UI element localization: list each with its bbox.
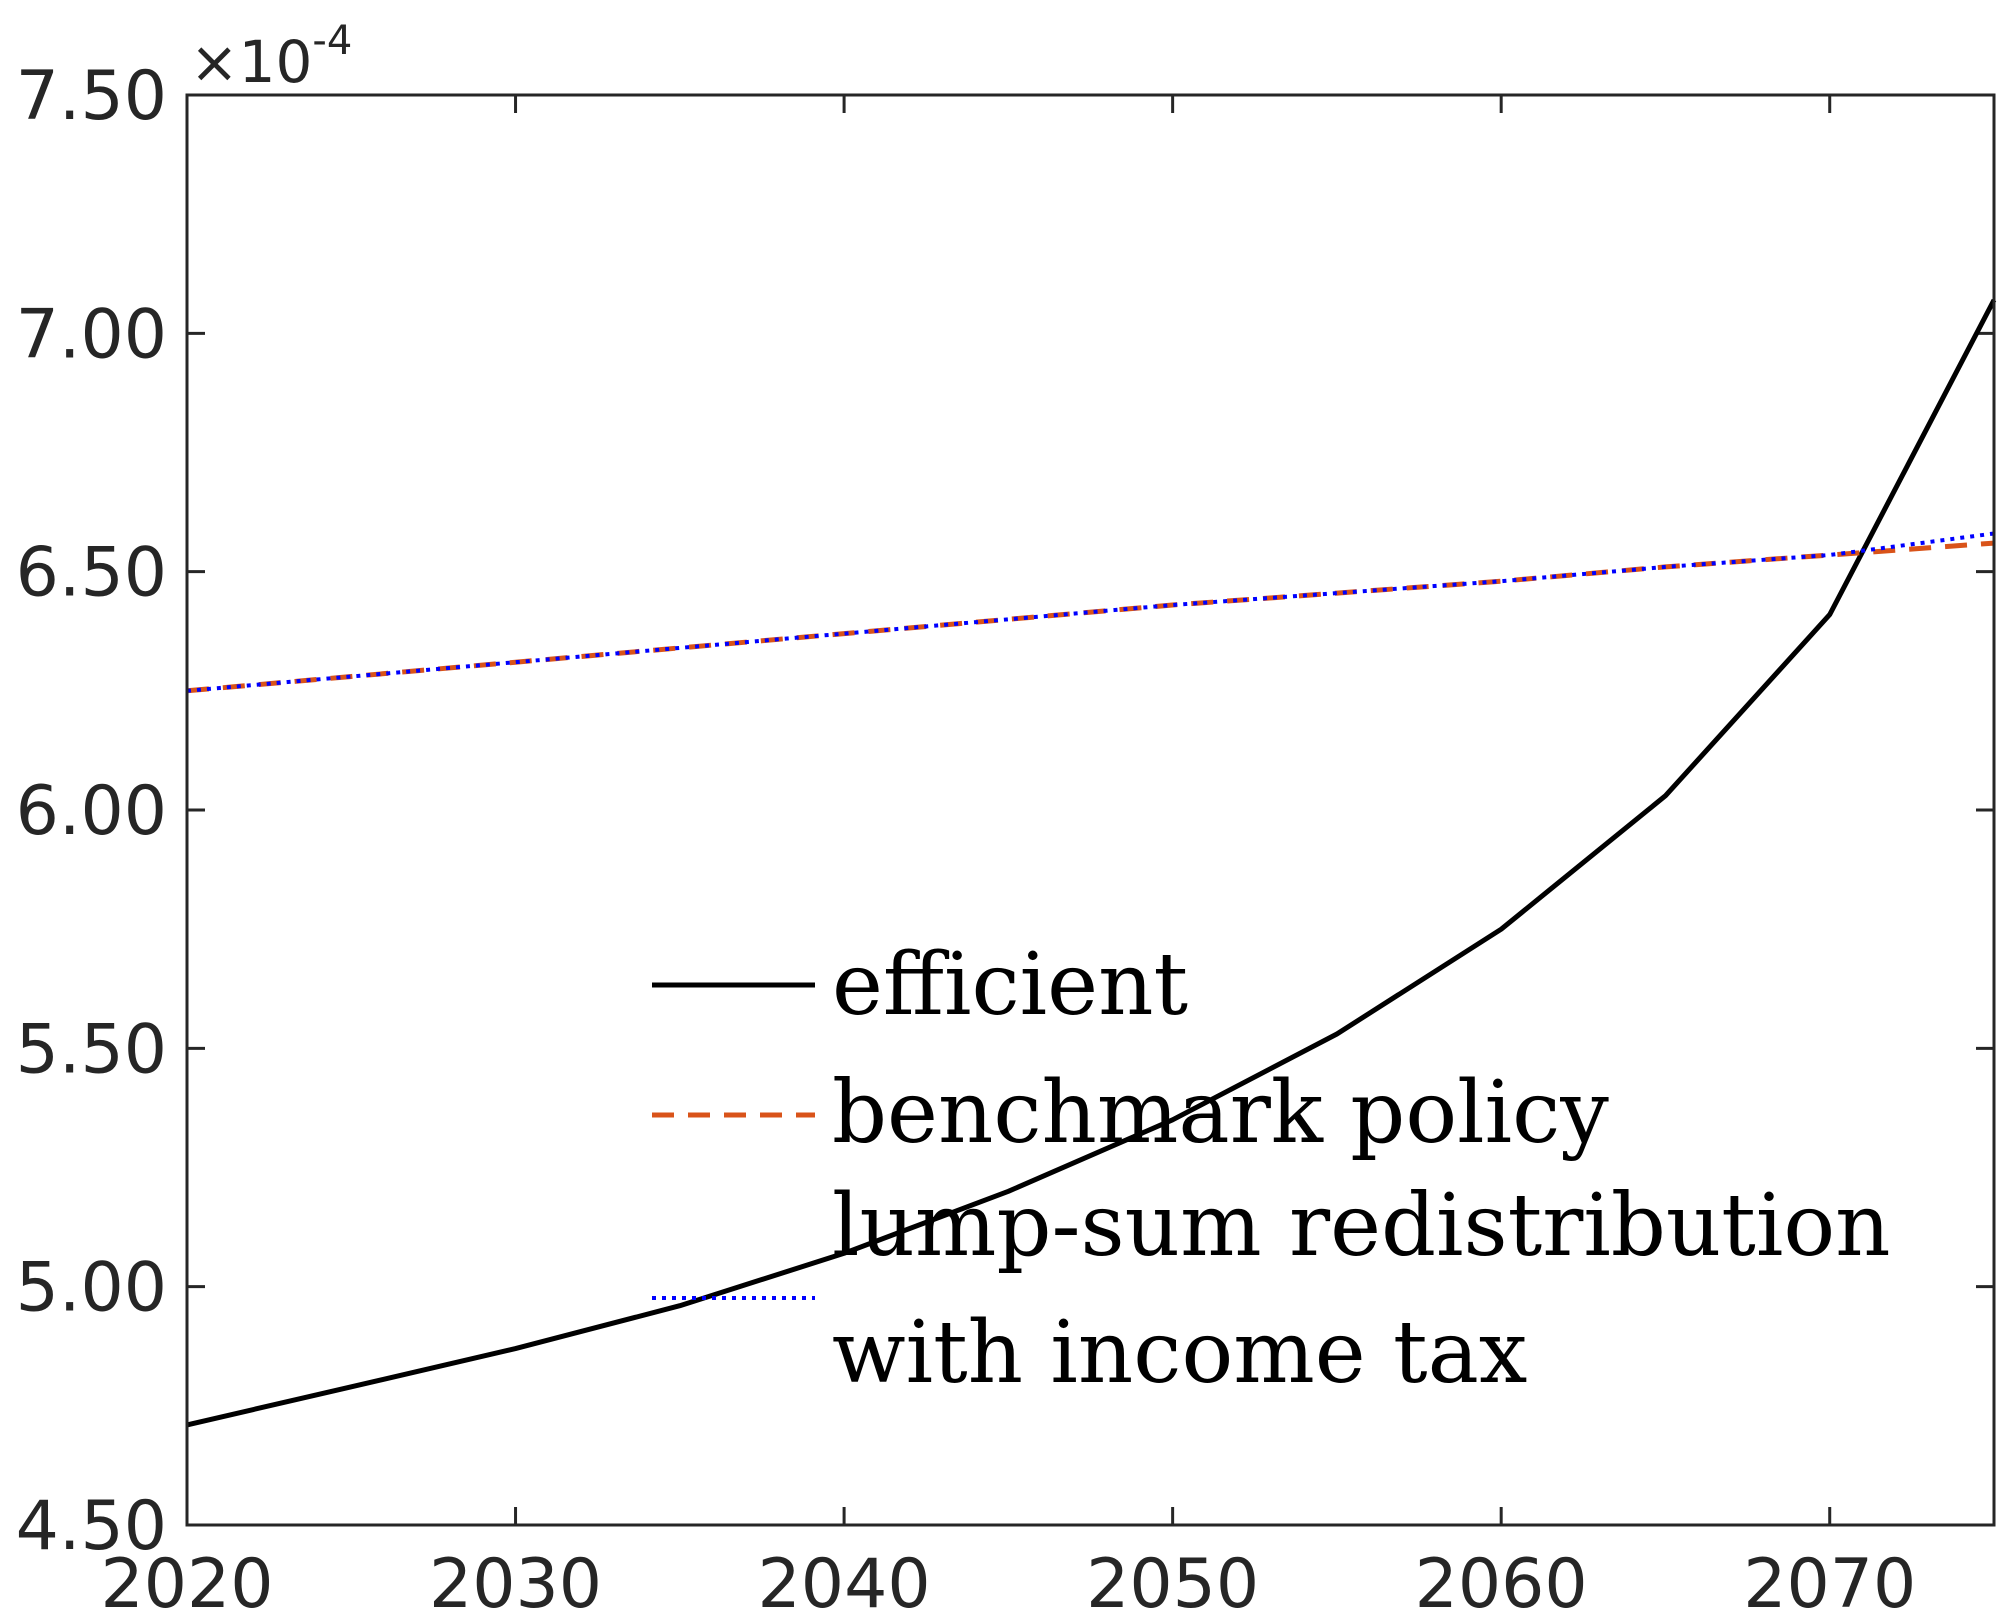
x-tick-label: 2040 bbox=[758, 1545, 931, 1622]
x-tick-label: 2070 bbox=[1743, 1545, 1916, 1622]
plot-area bbox=[187, 95, 1994, 1525]
legend-label: with income tax bbox=[832, 1303, 1527, 1403]
series-line bbox=[186, 531, 1995, 693]
legend: efficient benchmark policy lump-sum redist… bbox=[652, 935, 1891, 1403]
x-tick-label: 2060 bbox=[1415, 1545, 1588, 1622]
series-line bbox=[186, 298, 1997, 1428]
axes-box bbox=[185, 93, 1996, 1527]
x-tick-label: 2020 bbox=[100, 1545, 273, 1622]
y-tick-label: 7.50 bbox=[16, 57, 167, 136]
y-tick-label: 4.50 bbox=[16, 1487, 167, 1566]
legend-label: benchmark policy bbox=[832, 1063, 1609, 1163]
y-tick-label: 5.50 bbox=[16, 1010, 167, 1089]
x-tick-label: 2050 bbox=[1086, 1545, 1259, 1622]
y-tick-label: 5.00 bbox=[16, 1249, 167, 1328]
legend-label: efficient bbox=[832, 935, 1188, 1035]
y-tick-label: 6.50 bbox=[16, 534, 167, 613]
y-axis-multiplier: ×10-4 bbox=[190, 18, 352, 96]
x-tick-label: 2030 bbox=[429, 1545, 602, 1622]
legend-label: lump-sum redistribution bbox=[832, 1176, 1891, 1276]
y-tick-label: 6.00 bbox=[16, 772, 167, 851]
y-tick-label: 7.00 bbox=[16, 295, 167, 374]
